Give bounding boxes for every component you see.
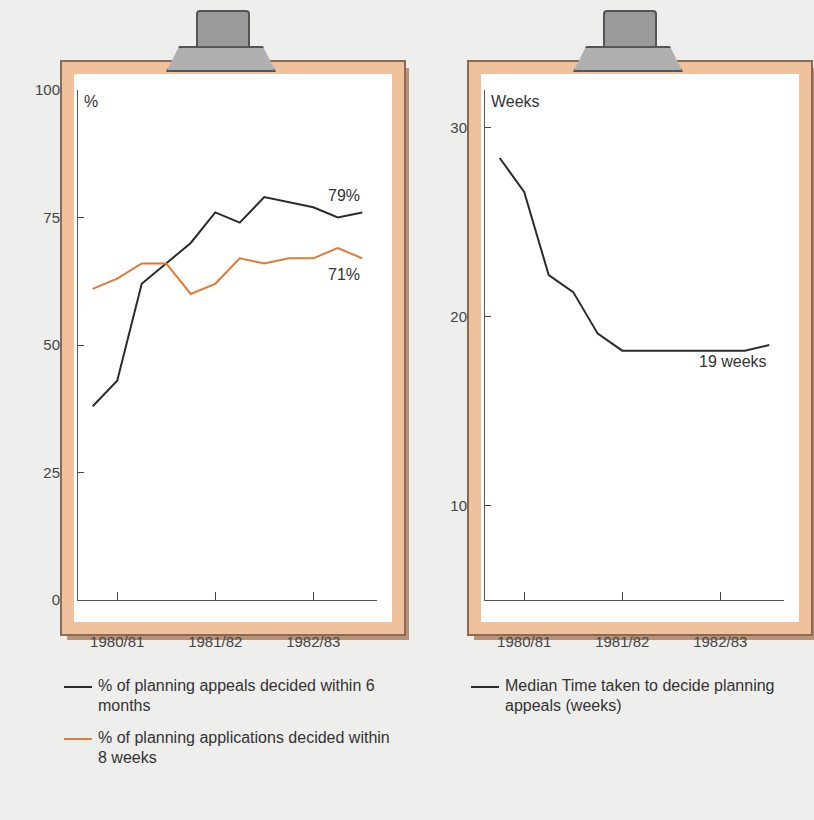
svg-text:1980/81: 1980/81: [497, 633, 551, 650]
svg-text:20: 20: [450, 308, 467, 325]
svg-text:0: 0: [52, 591, 60, 608]
svg-text:30: 30: [450, 119, 467, 136]
svg-text:100: 100: [35, 81, 60, 98]
svg-text:50: 50: [43, 336, 60, 353]
html-text:Median Time taken to decide pl: Median Time taken to decide planning app…: [505, 677, 775, 714]
svg-text:10: 10: [450, 497, 467, 514]
svg-text:25: 25: [43, 464, 60, 481]
svg-text:19 weeks: 19 weeks: [699, 353, 767, 370]
html-text:% of planning appeals decided: % of planning appeals decided within 6 m…: [98, 677, 375, 714]
svg-text:75: 75: [43, 209, 60, 226]
svg-text:79%: 79%: [328, 187, 360, 204]
html-text:% of planning applications dec: % of planning applications decided withi…: [98, 729, 390, 766]
svg-text:1980/81: 1980/81: [90, 633, 144, 650]
svg-text:1982/83: 1982/83: [286, 633, 340, 650]
svg-text:1981/82: 1981/82: [188, 633, 242, 650]
svg-text:1982/83: 1982/83: [693, 633, 747, 650]
svg-text:1981/82: 1981/82: [595, 633, 649, 650]
svg-text:%: %: [84, 93, 98, 110]
svg-text:71%: 71%: [328, 266, 360, 283]
svg-text:Weeks: Weeks: [491, 93, 540, 110]
